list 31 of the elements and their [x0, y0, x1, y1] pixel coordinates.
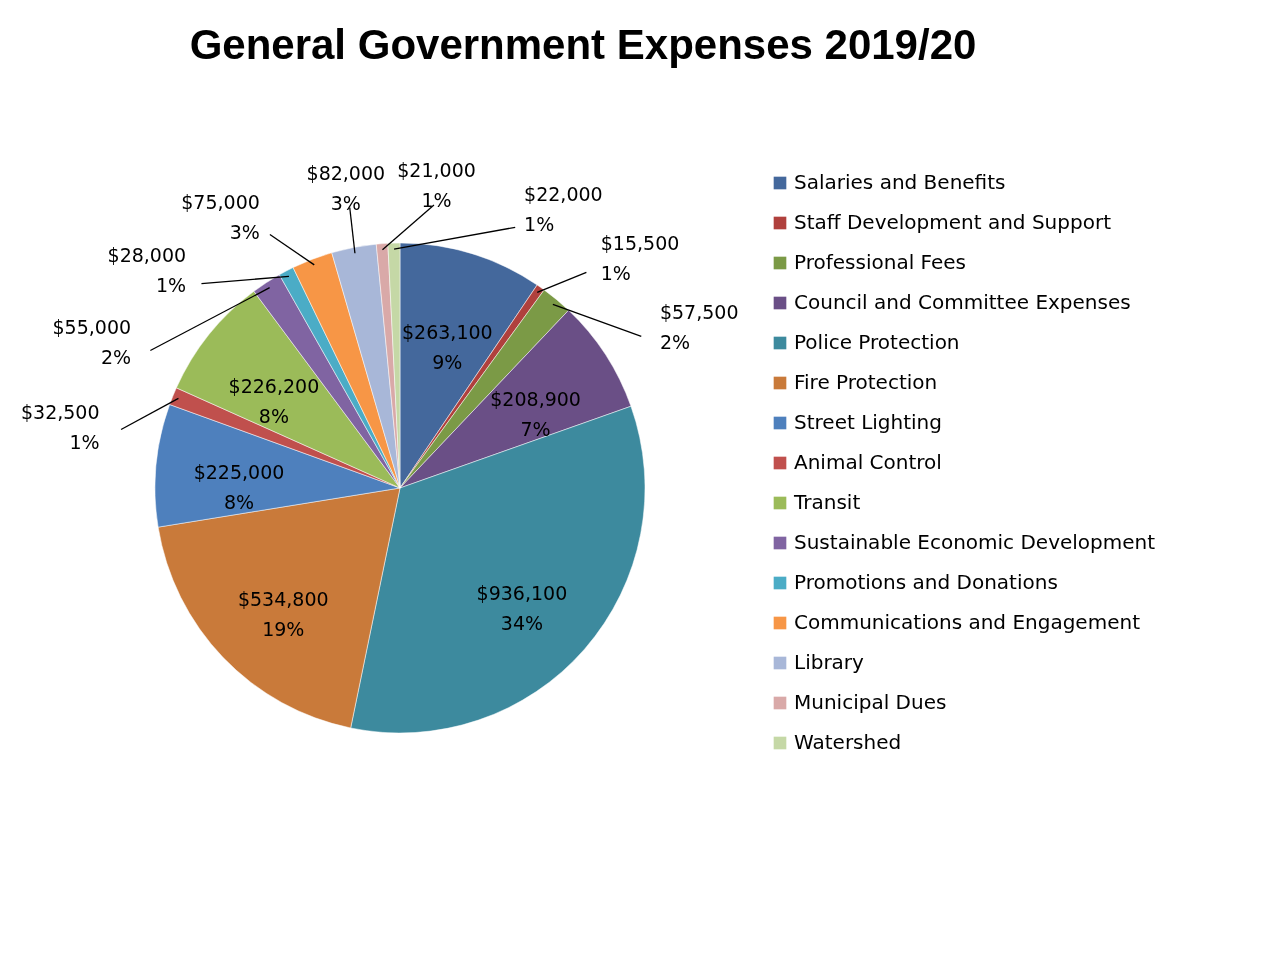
legend-label: Street Lighting — [794, 410, 942, 434]
legend-label: Communications and Engagement — [794, 610, 1141, 634]
chart-title: General Government Expenses 2019/20 — [189, 21, 977, 68]
legend-label: Animal Control — [794, 450, 942, 474]
data-label: $32,500 1% — [20, 401, 100, 454]
legend-label: Staff Development and Support — [794, 210, 1112, 234]
legend-label: Professional Fees — [794, 250, 966, 274]
legend-label: Municipal Dues — [794, 690, 947, 714]
data-label: $75,000 3% — [181, 190, 260, 243]
data-label: $15,500 1% — [600, 231, 680, 284]
data-label: $28,000 1% — [107, 243, 187, 296]
legend-label: Police Protection — [794, 330, 960, 354]
legend-label: Fire Protection — [794, 370, 938, 394]
data-label: $57,500 2% — [659, 300, 739, 353]
data-label: $21,000 1% — [397, 159, 476, 212]
data-label: $534,800 19% — [237, 587, 329, 640]
data-label: $225,000 8% — [193, 460, 285, 513]
legend-label: Library — [794, 650, 865, 674]
data-label: $22,000 1% — [524, 183, 603, 236]
legend-label: Salaries and Benefits — [794, 170, 1006, 194]
data-label: $263,100 9% — [401, 321, 493, 374]
data-label: $82,000 3% — [306, 161, 386, 214]
legend-label: Transit — [793, 490, 861, 514]
legend-label: Promotions and Donations — [794, 570, 1058, 594]
data-label: $55,000 2% — [52, 315, 132, 368]
legend-label: Sustainable Economic Development — [794, 530, 1156, 554]
data-label: $208,900 7% — [490, 387, 581, 440]
data-label: $226,200 8% — [228, 374, 320, 427]
legend-label: Watershed — [794, 730, 902, 754]
data-label: $936,100 34% — [476, 582, 568, 635]
legend-label: Council and Committee Expenses — [794, 290, 1131, 314]
